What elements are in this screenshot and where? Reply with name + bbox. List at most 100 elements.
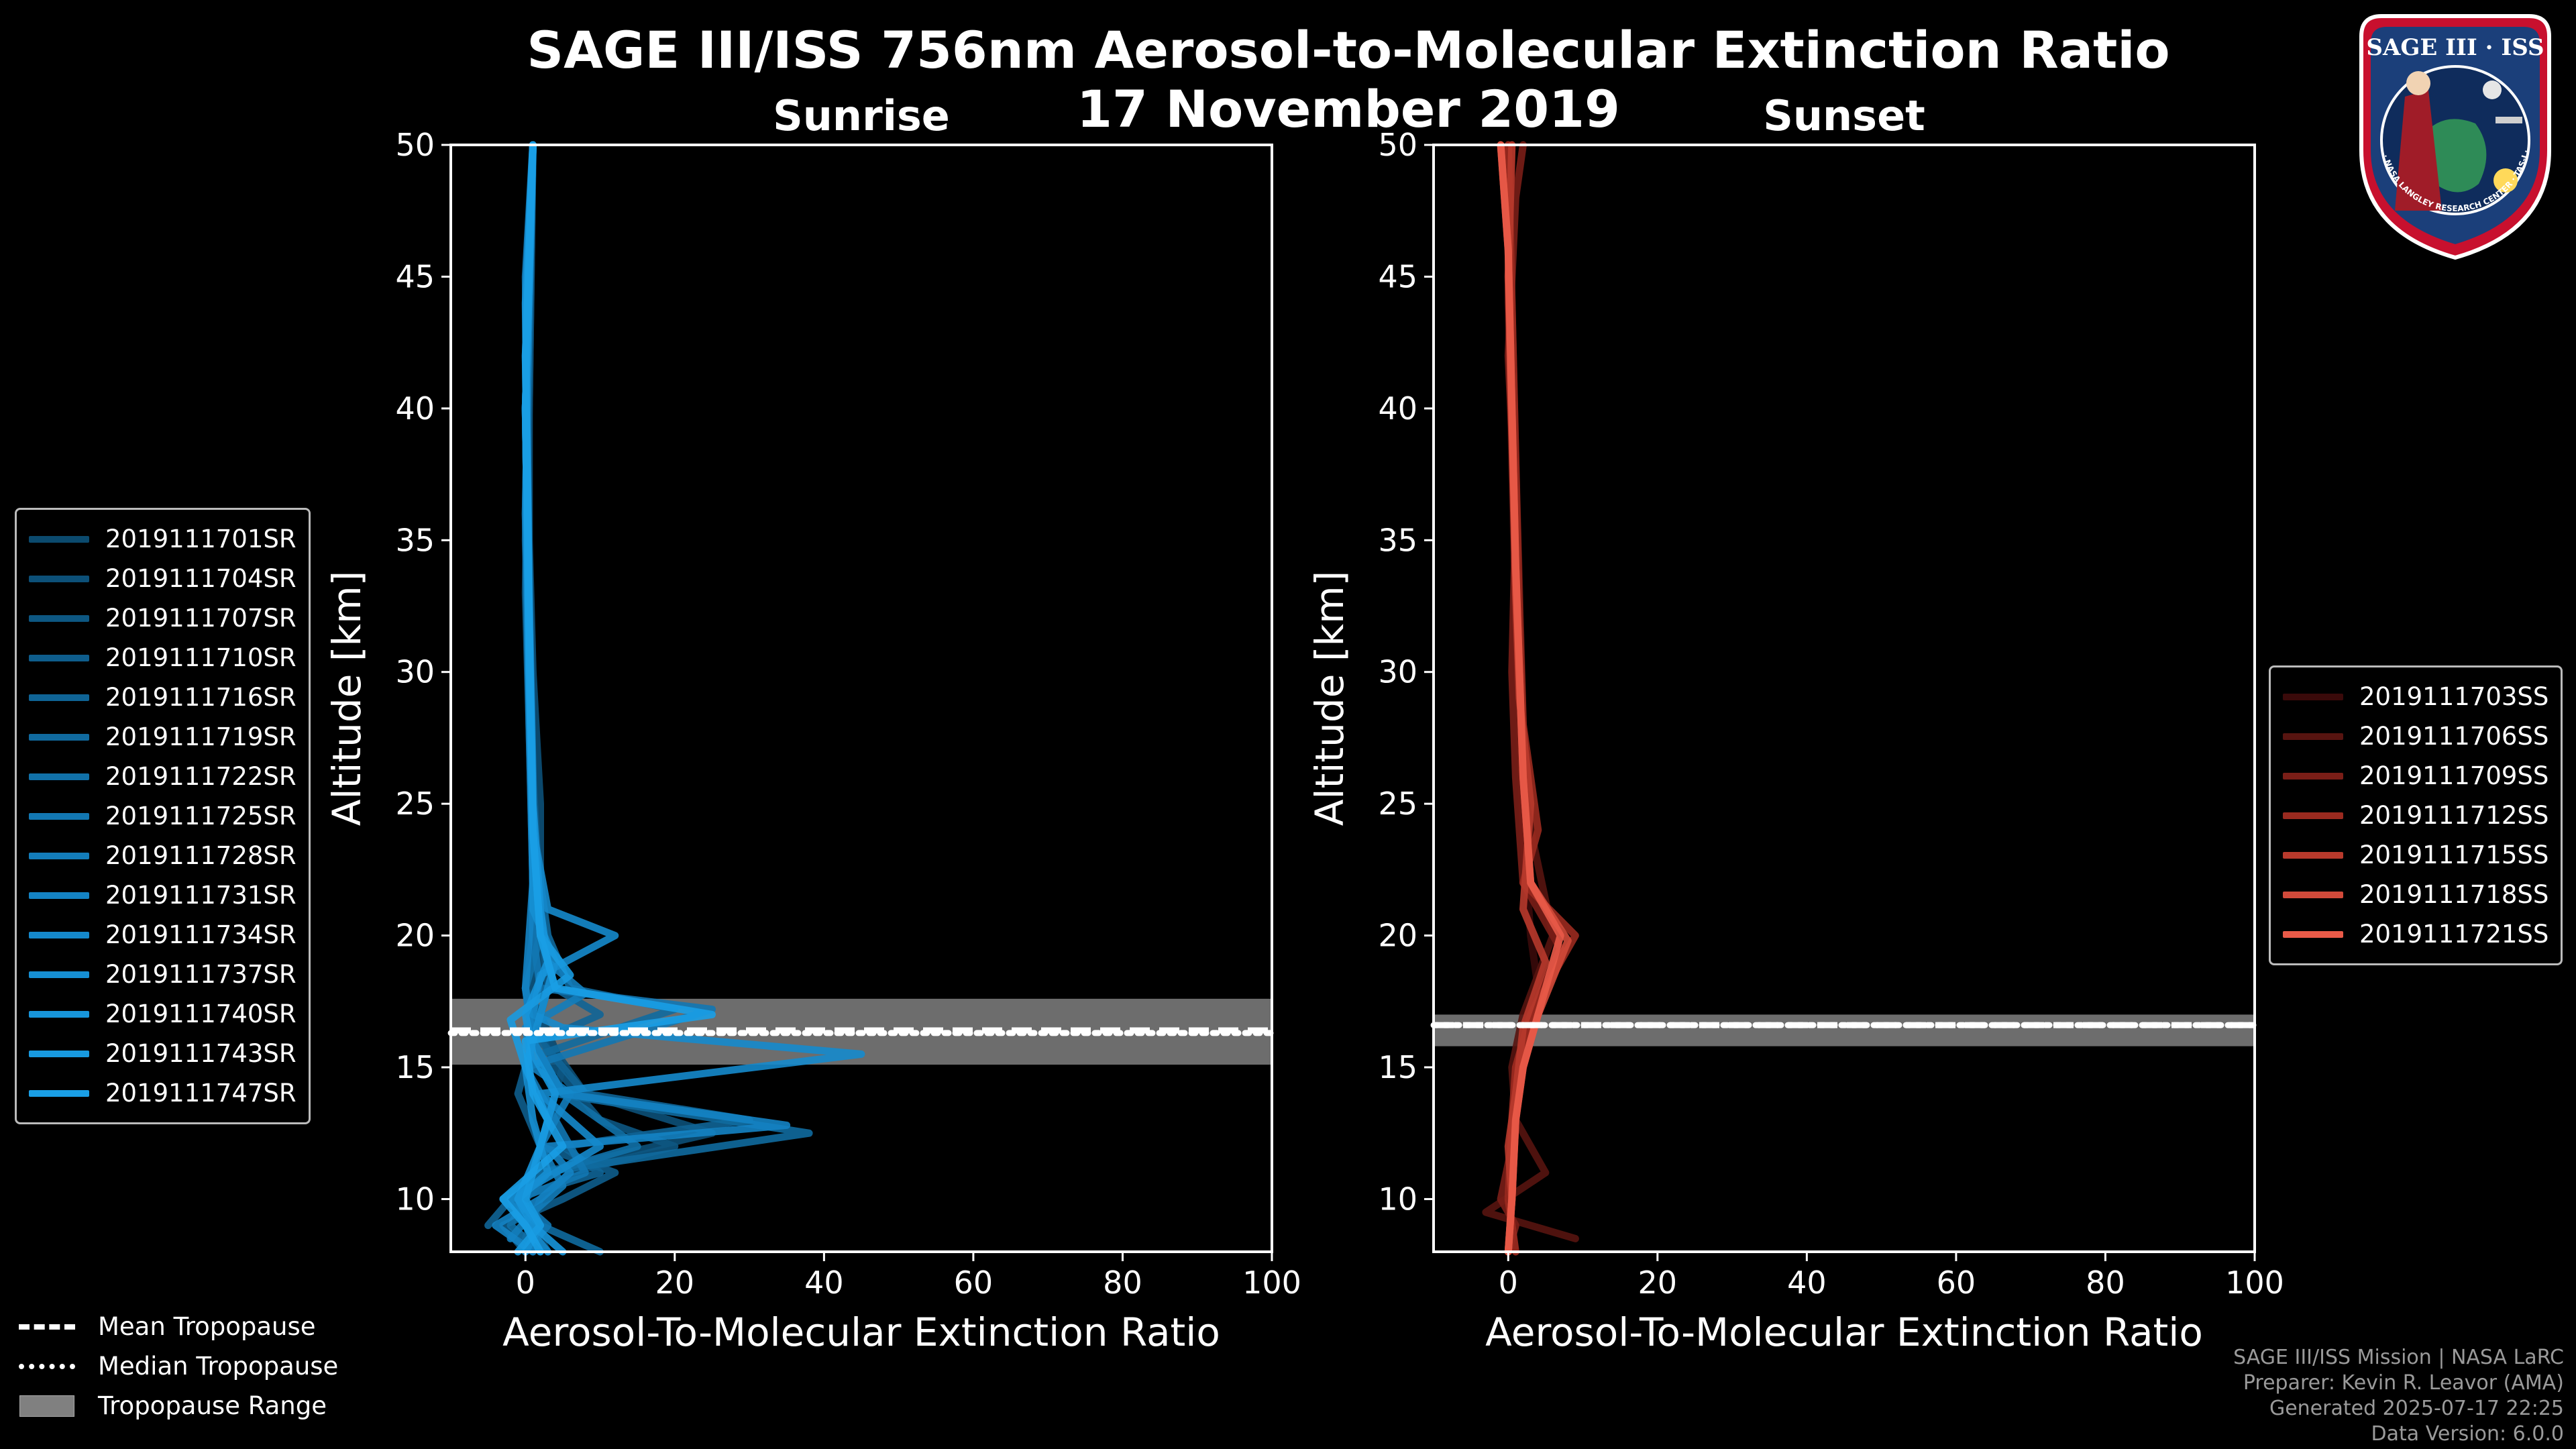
legend-label: 2019111722SR bbox=[105, 762, 297, 791]
legend-entry: 2019111712SS bbox=[2283, 796, 2548, 835]
legend-label: 2019111710SR bbox=[105, 643, 297, 672]
legend-mean-tropopause: Mean Tropopause bbox=[19, 1307, 338, 1346]
legend-tropopause-range: Tropopause Range bbox=[19, 1386, 338, 1426]
sage-iii-iss-mission-logo: SAGE III · ISS BALL · NASA LANGLEY RESEA… bbox=[2341, 9, 2551, 260]
series-line bbox=[1482, 141, 1579, 1242]
y-tick-label: 50 bbox=[395, 127, 435, 163]
legend-swatch bbox=[29, 812, 89, 820]
legend-label: 2019111704SR bbox=[105, 564, 297, 593]
legend-swatch bbox=[29, 1010, 89, 1018]
legend-entry: 2019111710SR bbox=[29, 638, 297, 678]
legend-label: 2019111703SS bbox=[2359, 682, 2549, 711]
x-tick-label: 60 bbox=[1937, 1265, 1976, 1301]
legend-swatch bbox=[2283, 891, 2343, 898]
legend-label: 2019111725SR bbox=[105, 802, 297, 830]
legend-swatch bbox=[29, 773, 89, 780]
range-box-swatch bbox=[19, 1395, 74, 1417]
legend-entry: 2019111740SR bbox=[29, 994, 297, 1034]
sunset-panel-title: Sunset bbox=[1763, 91, 1925, 140]
legend-entry: 2019111709SS bbox=[2283, 756, 2548, 796]
x-tick-label: 80 bbox=[2086, 1265, 2125, 1301]
chart-title: SAGE III/ISS 756nm Aerosol-to-Molecular … bbox=[527, 20, 2170, 80]
legend-entry: 2019111707SR bbox=[29, 598, 297, 638]
x-tick-label: 40 bbox=[804, 1265, 844, 1301]
legend-label: 2019111712SS bbox=[2359, 801, 2549, 830]
dotted-line-swatch bbox=[19, 1363, 75, 1369]
legend-swatch bbox=[29, 535, 89, 543]
legend-label: 2019111706SS bbox=[2359, 722, 2549, 751]
legend-label: 2019111715SS bbox=[2359, 841, 2549, 869]
y-tick-label: 25 bbox=[1378, 786, 1417, 822]
tropopause-legend: Mean Tropopause Median Tropopause Tropop… bbox=[19, 1307, 338, 1426]
legend-label: 2019111719SR bbox=[105, 722, 297, 751]
legend-swatch bbox=[2283, 733, 2343, 740]
tropopause-range-band bbox=[1434, 1014, 2255, 1046]
y-tick-label: 20 bbox=[1378, 918, 1417, 954]
legend-entry: 2019111725SR bbox=[29, 796, 297, 836]
y-tick-label: 35 bbox=[395, 522, 435, 558]
y-tick-label: 20 bbox=[395, 918, 435, 954]
legend-label: 2019111734SR bbox=[105, 920, 297, 949]
legend-label: 2019111740SR bbox=[105, 1000, 297, 1028]
x-axis-label: Aerosol-To-Molecular Extinction Ratio bbox=[1485, 1309, 2203, 1355]
y-tick-label: 35 bbox=[1378, 522, 1417, 558]
legend-entry: 2019111704SR bbox=[29, 559, 297, 598]
y-tick-label: 50 bbox=[1378, 127, 1417, 163]
y-tick-label: 15 bbox=[1378, 1049, 1417, 1085]
legend-swatch bbox=[29, 931, 89, 938]
sunset-legend: 2019111703SS 2019111706SS 2019111709SS 2019… bbox=[2269, 665, 2563, 965]
legend-label: 2019111716SR bbox=[105, 683, 297, 712]
legend-entry: 2019111718SS bbox=[2283, 875, 2548, 914]
y-tick-label: 45 bbox=[395, 258, 435, 294]
x-tick-label: 60 bbox=[954, 1265, 994, 1301]
x-tick-label: 40 bbox=[1787, 1265, 1827, 1301]
legend-swatch bbox=[29, 694, 89, 701]
legend-swatch bbox=[2283, 812, 2343, 819]
y-tick-label: 40 bbox=[1378, 390, 1417, 427]
legend-entry: 2019111701SR bbox=[29, 519, 297, 559]
sunrise-legend: 2019111701SR 2019111704SR 2019111707SR 2019… bbox=[15, 508, 311, 1124]
legend-swatch bbox=[29, 852, 89, 859]
chart-subtitle: 17 November 2019 bbox=[1077, 79, 1620, 139]
legend-range-label: Tropopause Range bbox=[98, 1391, 327, 1420]
legend-entry: 2019111706SS bbox=[2283, 716, 2548, 756]
legend-label: 2019111709SS bbox=[2359, 761, 2549, 790]
series-line bbox=[1497, 141, 1564, 1256]
legend-swatch bbox=[29, 1050, 89, 1057]
legend-entry: 2019111721SS bbox=[2283, 914, 2548, 954]
legend-label: 2019111728SR bbox=[105, 841, 297, 870]
legend-swatch bbox=[29, 654, 89, 661]
legend-swatch bbox=[2283, 930, 2343, 938]
sunrise-plot: 0 20 40 60 80 100 10 15 20 25 30 35 40 45 50 Aerosol-To… bbox=[324, 127, 1301, 1355]
legend-label: 2019111731SR bbox=[105, 881, 297, 910]
legend-label: 2019111721SS bbox=[2359, 920, 2549, 949]
legend-label: 2019111701SR bbox=[105, 525, 297, 553]
legend-entry: 2019111719SR bbox=[29, 717, 297, 757]
plot-frame bbox=[1432, 144, 2256, 1253]
legend-entry: 2019111731SR bbox=[29, 875, 297, 915]
y-axis-label: Altitude [km] bbox=[324, 571, 370, 826]
legend-swatch bbox=[2283, 693, 2343, 700]
legend-median-label: Median Tropopause bbox=[98, 1352, 339, 1381]
x-tick-label: 80 bbox=[1103, 1265, 1142, 1301]
x-tick-label: 20 bbox=[655, 1265, 695, 1301]
x-tick-label: 0 bbox=[516, 1265, 535, 1301]
footer-version: Data Version: 6.0.0 bbox=[2371, 1422, 2564, 1446]
y-tick-label: 30 bbox=[1378, 654, 1417, 690]
legend-entry: 2019111734SR bbox=[29, 915, 297, 955]
y-tick-label: 25 bbox=[395, 786, 435, 822]
legend-label: 2019111743SR bbox=[105, 1039, 297, 1068]
footer-preparer: Preparer: Kevin R. Leavor (AMA) bbox=[2243, 1371, 2564, 1395]
legend-entry: 2019111716SR bbox=[29, 678, 297, 717]
dashed-line-swatch bbox=[19, 1324, 75, 1330]
logo-title: SAGE III · ISS bbox=[2366, 34, 2544, 61]
legend-swatch bbox=[2283, 772, 2343, 780]
y-tick-label: 15 bbox=[395, 1049, 435, 1085]
legend-entry: 2019111703SS bbox=[2283, 677, 2548, 716]
footer-generated: Generated 2025-07-17 22:25 bbox=[2269, 1397, 2564, 1420]
legend-swatch bbox=[29, 971, 89, 978]
legend-swatch bbox=[29, 575, 89, 582]
y-tick-label: 40 bbox=[395, 390, 435, 427]
footer-mission: SAGE III/ISS Mission | NASA LaRC bbox=[2233, 1346, 2564, 1369]
